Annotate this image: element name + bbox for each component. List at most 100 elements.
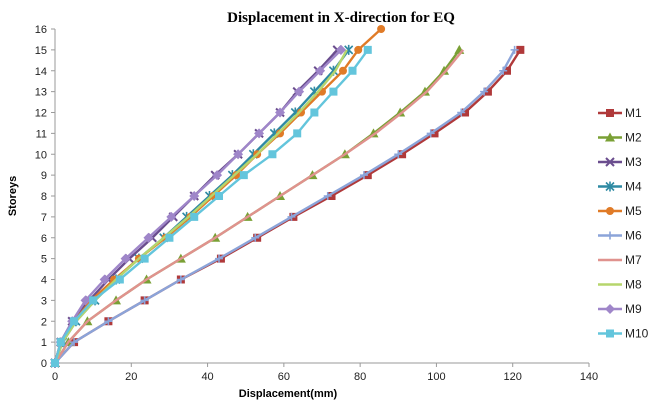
data-point-M6 (323, 192, 332, 200)
data-point-M10 (51, 359, 59, 367)
series-line-M6 (54, 49, 516, 364)
legend-marker (605, 304, 615, 314)
data-point-M9 (212, 170, 223, 181)
y-axis-label: Storeys (7, 176, 19, 216)
legend-item-M8: M8 (598, 278, 642, 292)
legend-marker (606, 109, 614, 117)
legend-label: M8 (625, 278, 642, 292)
y-tick-label: 0 (41, 358, 47, 370)
y-tick-label: 11 (36, 128, 47, 140)
y-tick-label: 9 (41, 170, 47, 182)
series-line-M8 (53, 49, 348, 364)
series-line-M7 (53, 49, 465, 364)
data-point-M6 (176, 275, 185, 284)
y-tick-label: 4 (41, 275, 47, 287)
data-point-M5 (338, 66, 347, 75)
legend-label: M1 (625, 106, 642, 120)
legend-label: M10 (625, 327, 649, 341)
series-M1 (51, 45, 525, 367)
x-tick-label: 40 (201, 371, 213, 383)
legend-item-M2: M2 (598, 131, 642, 145)
legend-item-M7: M7 (598, 253, 642, 267)
data-point-M6 (215, 254, 224, 263)
y-tick-label: 14 (35, 66, 47, 78)
x-tick-label: 60 (278, 371, 290, 383)
data-point-M10 (268, 150, 277, 159)
data-point-M6 (394, 150, 403, 159)
data-point-M10 (215, 192, 224, 200)
series-line-M1 (54, 49, 522, 364)
legend-label: M4 (625, 180, 642, 194)
legend-marker (605, 181, 615, 192)
data-point-M5 (276, 129, 285, 138)
data-point-M9 (189, 191, 200, 201)
data-point-M6 (359, 171, 368, 180)
x-tick-label: 120 (504, 371, 522, 383)
data-point-M10 (293, 129, 302, 138)
x-tick-label: 140 (580, 371, 598, 383)
data-point-M9 (294, 86, 305, 97)
legend-item-M1: M1 (598, 106, 642, 120)
data-point-M10 (329, 87, 338, 96)
legend-item-M3: M3 (598, 155, 642, 169)
data-point-M10 (70, 317, 79, 326)
legend-label: M5 (625, 204, 642, 218)
series-M6 (51, 45, 519, 367)
data-point-M10 (89, 296, 98, 305)
legend-item-M10: M10 (598, 327, 649, 341)
data-point-M6 (251, 233, 260, 242)
legend-label: M7 (625, 253, 642, 267)
series-line-M10 (53, 49, 369, 364)
legend-marker (605, 132, 615, 142)
legend-label: M6 (625, 229, 642, 243)
data-point-M2 (439, 65, 450, 75)
data-point-M9 (143, 232, 154, 243)
data-point-M10 (140, 254, 149, 263)
data-point-M6 (480, 87, 489, 96)
data-point-M9 (275, 107, 286, 118)
y-tick-label: 8 (41, 191, 47, 203)
series-M7 (53, 49, 465, 364)
data-point-M10 (56, 338, 65, 347)
legend-label: M9 (625, 302, 642, 316)
legend-marker (606, 329, 614, 338)
data-point-M9 (166, 211, 177, 222)
y-tick-label: 1 (41, 337, 47, 349)
y-tick-label: 12 (35, 108, 47, 120)
data-point-M9 (80, 295, 91, 306)
data-point-M2 (454, 44, 465, 54)
series-M8 (53, 49, 348, 364)
data-point-M10 (348, 66, 357, 75)
x-tick-label: 100 (427, 371, 445, 383)
data-point-M6 (104, 317, 113, 326)
data-point-M5 (377, 25, 386, 33)
legend-marker (606, 207, 614, 215)
x-tick-label: 0 (52, 371, 58, 383)
legend-item-M5: M5 (598, 204, 642, 218)
data-point-M6 (510, 45, 519, 54)
data-point-M6 (499, 66, 508, 75)
data-point-M9 (254, 128, 265, 139)
chart-title: Displacement in X-direction for EQ (227, 10, 455, 26)
legend-marker (605, 157, 615, 167)
data-point-M9 (233, 149, 244, 160)
data-point-M6 (140, 296, 149, 305)
data-point-M1 (516, 45, 525, 54)
data-point-M10 (310, 108, 319, 117)
data-point-M10 (165, 233, 174, 242)
legend-label: M3 (625, 155, 642, 169)
legend-marker (606, 231, 614, 240)
legend-label: M2 (625, 131, 642, 145)
data-point-M6 (426, 129, 435, 138)
data-point-M10 (239, 171, 248, 180)
y-tick-label: 5 (41, 254, 47, 266)
data-point-M2 (395, 107, 406, 117)
x-tick-label: 20 (125, 371, 137, 383)
legend-item-M4: M4 (598, 180, 642, 194)
data-point-M5 (354, 45, 363, 54)
series-line-M9 (53, 49, 342, 364)
y-tick-label: 16 (35, 24, 47, 36)
data-point-M10 (190, 212, 199, 221)
